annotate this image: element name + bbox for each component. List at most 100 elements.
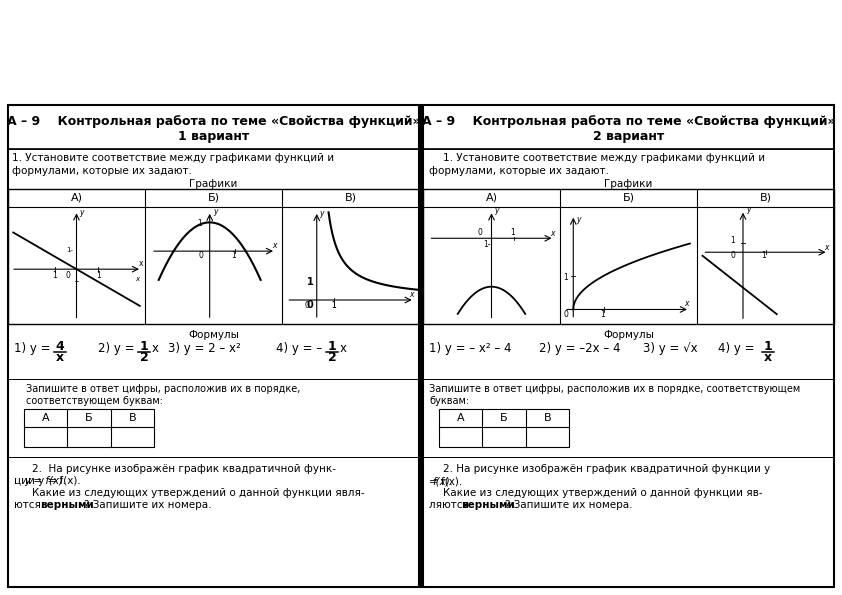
Text: 2: 2 — [328, 351, 336, 364]
Text: Графики: Графики — [605, 179, 653, 189]
Text: 1: 1 — [97, 271, 101, 280]
Text: x: x — [550, 229, 555, 238]
Text: буквам:: буквам: — [429, 396, 469, 406]
Text: А): А) — [71, 193, 83, 203]
Text: 1: 1 — [563, 273, 568, 281]
Text: x: x — [139, 258, 143, 268]
Text: А: А — [42, 413, 50, 423]
Bar — [8, 457, 419, 587]
Bar — [423, 457, 834, 587]
Bar — [423, 105, 834, 149]
Text: верными: верными — [40, 500, 93, 510]
Text: А – 9    Контрольная работа по теме «Свойства функций»: А – 9 Контрольная работа по теме «Свойст… — [422, 115, 835, 128]
Text: 0: 0 — [563, 310, 568, 319]
Text: x: x — [409, 290, 414, 299]
Text: = f(x).: = f(x). — [429, 476, 462, 486]
Text: ? Запишите их номера.: ? Запишите их номера. — [505, 500, 632, 510]
Text: y: y — [213, 206, 217, 216]
Text: 1-: 1- — [66, 247, 73, 253]
Text: x: x — [152, 342, 159, 355]
Bar — [439, 409, 569, 447]
Text: А: А — [457, 413, 465, 423]
Text: 1: 1 — [731, 236, 735, 245]
Text: Б): Б) — [622, 193, 635, 203]
Text: y: y — [319, 209, 324, 218]
Text: Б): Б) — [207, 193, 220, 203]
Text: Запишите в ответ цифры, расположив их в порядке,: Запишите в ответ цифры, расположив их в … — [26, 384, 301, 394]
Text: y = f(x).: y = f(x). — [24, 476, 67, 486]
Text: x: x — [136, 277, 140, 283]
Text: соответствующем буквам:: соответствующем буквам: — [26, 396, 163, 406]
Text: В): В) — [759, 193, 771, 203]
Bar — [8, 105, 419, 587]
Text: Графики: Графики — [189, 179, 237, 189]
Text: 0: 0 — [198, 251, 203, 261]
Bar — [423, 149, 834, 189]
Text: 1 вариант: 1 вариант — [178, 130, 249, 143]
Bar — [8, 105, 419, 149]
Text: 1-: 1- — [483, 240, 491, 249]
Text: 0: 0 — [306, 300, 313, 309]
Text: 2) y = –2x – 4: 2) y = –2x – 4 — [539, 342, 621, 355]
Text: y: y — [576, 215, 581, 224]
Text: верными: верными — [461, 500, 514, 510]
Text: Какие из следующих утверждений о данной функции яв-: Какие из следующих утверждений о данной … — [443, 488, 763, 498]
Bar — [8, 324, 419, 379]
Text: 1: 1 — [510, 228, 515, 237]
Text: 4) y = –: 4) y = – — [276, 342, 322, 355]
Text: Запишите в ответ цифры, расположив их в порядке, соответствующем: Запишите в ответ цифры, расположив их в … — [429, 384, 800, 394]
Text: 1: 1 — [761, 250, 765, 259]
Text: 1: 1 — [764, 340, 772, 353]
Text: x: x — [764, 351, 772, 364]
Text: 4: 4 — [56, 340, 64, 353]
Text: 1: 1 — [52, 271, 57, 280]
Text: 0: 0 — [305, 300, 310, 309]
Text: В: В — [544, 413, 552, 423]
Text: 1: 1 — [197, 219, 202, 228]
Text: Б: Б — [85, 413, 93, 423]
Text: x: x — [56, 351, 64, 364]
Text: формулами, которые их задают.: формулами, которые их задают. — [429, 166, 609, 176]
Bar — [8, 379, 419, 457]
Text: 1) y =: 1) y = — [14, 342, 54, 355]
Text: Формулы: Формулы — [603, 330, 654, 340]
Text: Б: Б — [500, 413, 508, 423]
Text: 1: 1 — [600, 310, 605, 319]
Bar — [423, 189, 834, 324]
Text: 0: 0 — [478, 228, 482, 237]
Bar — [423, 105, 834, 587]
Text: 2) y =: 2) y = — [98, 342, 138, 355]
Bar — [8, 189, 419, 324]
Text: 2 вариант: 2 вариант — [593, 130, 664, 143]
Text: 0: 0 — [731, 250, 736, 259]
Text: 1: 1 — [140, 340, 148, 353]
Text: 3) y = √x: 3) y = √x — [643, 342, 698, 355]
Text: ляются: ляются — [429, 500, 472, 510]
Text: 0: 0 — [66, 271, 71, 280]
Text: ? Запишите их номера.: ? Запишите их номера. — [84, 500, 211, 510]
Text: Какие из следующих утверждений о данной функции явля-: Какие из следующих утверждений о данной … — [32, 488, 365, 498]
Text: 3) y = 2 – x²: 3) y = 2 – x² — [168, 342, 241, 355]
Bar — [423, 379, 834, 457]
Text: 1. Установите соответствие между графиками функций и: 1. Установите соответствие между графика… — [12, 153, 334, 163]
Bar — [423, 324, 834, 379]
Text: 1: 1 — [331, 300, 336, 309]
Text: 1: 1 — [328, 340, 336, 353]
Text: 1. Установите соответствие между графиками функций и: 1. Установите соответствие между графика… — [443, 153, 765, 163]
Text: В): В) — [344, 193, 356, 203]
Bar — [24, 409, 154, 447]
Text: ются: ются — [14, 500, 44, 510]
Text: 1) y = – x² – 4: 1) y = – x² – 4 — [429, 342, 511, 355]
Text: 1: 1 — [232, 251, 236, 261]
Text: y: y — [79, 208, 83, 217]
Text: В: В — [129, 413, 136, 423]
Text: 1: 1 — [331, 300, 336, 309]
Text: x: x — [340, 342, 347, 355]
Text: f(x).: f(x). — [432, 476, 453, 486]
Text: А – 9    Контрольная работа по теме «Свойства функций»: А – 9 Контрольная работа по теме «Свойст… — [7, 115, 420, 128]
Text: А): А) — [486, 193, 498, 203]
Text: 2. На рисунке изображён график квадратичной функции y: 2. На рисунке изображён график квадратич… — [443, 464, 770, 474]
Text: x: x — [684, 299, 688, 308]
Text: 1: 1 — [306, 277, 313, 287]
Text: x: x — [824, 243, 829, 252]
